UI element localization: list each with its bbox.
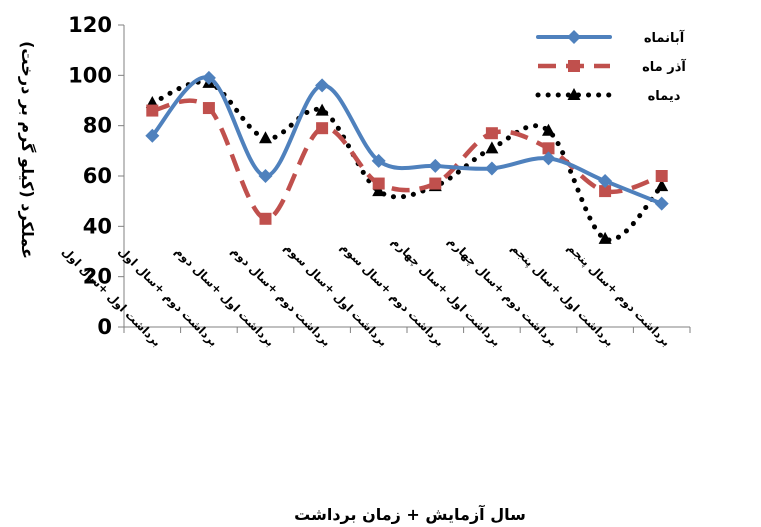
legend-item: دیماه — [535, 88, 681, 104]
legend-label: آبانماه — [644, 29, 685, 46]
category-label: برداشت دوم +سال پنجم — [564, 240, 674, 350]
data-point — [542, 123, 555, 136]
axes: 0 20 40 60 80 100 120 — [68, 13, 691, 339]
category-label: برداشت اول +سال چهارم — [388, 234, 504, 350]
legend: آبانماه آذر ماه دیماه — [535, 29, 686, 104]
y-tick-label: 60 — [83, 164, 112, 188]
data-point — [598, 174, 613, 189]
data-point — [542, 142, 555, 155]
data-point — [316, 122, 329, 135]
legend-label: دیماه — [648, 89, 681, 104]
category-label: برداشت دوم +سال چهارم — [444, 234, 560, 350]
category-label: برداشت دوم +سال دوم — [228, 244, 334, 350]
plot-area — [145, 70, 669, 244]
data-point — [145, 128, 160, 143]
data-point — [315, 103, 329, 116]
data-point — [259, 131, 272, 144]
x-axis-title: سال آزمایش + زمان برداشت — [294, 504, 526, 524]
series-2 — [146, 98, 668, 225]
legend-item: آبانماه — [536, 29, 685, 46]
data-point — [541, 151, 556, 166]
data-point — [655, 179, 669, 192]
legend-marker — [567, 30, 581, 44]
data-point — [201, 70, 216, 85]
y-tick-label: 80 — [83, 114, 112, 138]
data-point — [372, 184, 386, 197]
data-point — [146, 104, 159, 117]
data-point — [485, 141, 499, 154]
series-1 — [145, 70, 669, 211]
data-point — [655, 170, 668, 182]
data-point — [259, 212, 272, 225]
series-line — [151, 98, 663, 222]
y-tick-label: 40 — [83, 214, 112, 238]
data-point — [371, 153, 386, 168]
data-point — [598, 231, 612, 244]
data-point — [372, 177, 385, 190]
y-tick-label: 0 — [97, 315, 112, 339]
legend-item: آذر ماه — [538, 58, 686, 75]
y-tick-label: 100 — [68, 63, 112, 87]
category-label: برداشت اول +سال دوم — [171, 244, 277, 350]
data-point — [258, 169, 273, 183]
data-point — [485, 127, 498, 140]
data-point — [654, 196, 669, 211]
legend-marker — [568, 60, 580, 72]
series-line — [149, 79, 665, 243]
category-label: برداشت اول +سال پنجم — [508, 241, 617, 350]
y-axis-title: عملکرد (کیلو گرم بر درخت) — [18, 41, 37, 259]
data-point — [484, 161, 499, 176]
category-label: برداشت دوم +سال سوم — [337, 240, 447, 350]
category-label: برداشت دوم +سال اول — [115, 244, 221, 350]
data-point — [428, 158, 443, 173]
series-3 — [145, 75, 669, 244]
y-tick-label: 120 — [68, 13, 112, 37]
data-point — [315, 78, 330, 93]
data-point — [202, 102, 215, 115]
legend-marker — [567, 88, 581, 100]
data-point — [429, 177, 442, 190]
y-tick-label: 20 — [83, 265, 112, 289]
legend-label: آذر ماه — [642, 58, 686, 75]
data-point — [599, 185, 612, 198]
category-label: برداشت اول +سال سوم — [281, 240, 391, 350]
